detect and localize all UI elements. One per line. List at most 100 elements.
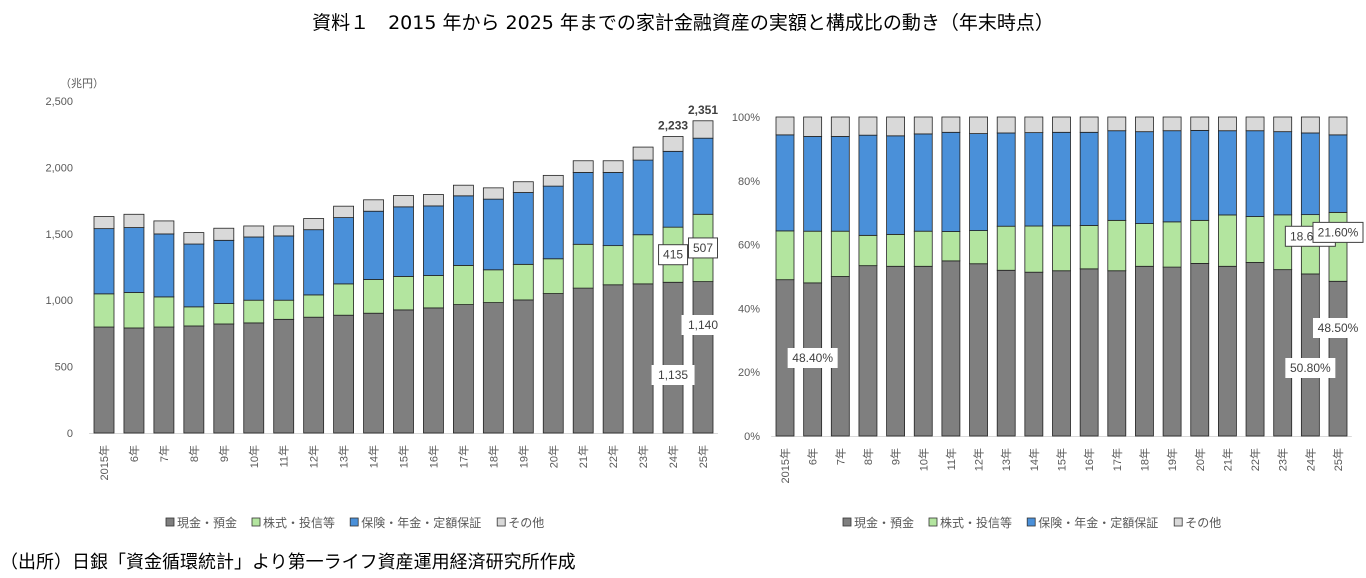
bar-segment-2 (886, 233, 905, 267)
bar-segment-1 (1107, 270, 1127, 437)
bar-segment-1 (572, 287, 594, 434)
bar-segment-1 (1135, 265, 1154, 437)
x-tick-label: 9年 (889, 448, 903, 465)
data-label: 48.40% (792, 351, 833, 365)
bar-segment-1 (692, 281, 714, 434)
data-label: 415 (663, 248, 683, 262)
bar-segment-1 (941, 260, 961, 437)
bar-segment-4 (213, 227, 235, 241)
bar-segment-2 (393, 276, 414, 311)
x-tick-label: 14年 (367, 445, 381, 468)
x-tick-label: 7年 (833, 448, 847, 465)
bar-segment-2 (830, 230, 850, 277)
bar-segment-3 (452, 195, 474, 266)
bar-segment-3 (913, 133, 933, 232)
bar-segment-3 (213, 239, 235, 304)
bar-segment-4 (1273, 116, 1293, 133)
bar-segment-2 (1245, 216, 1265, 263)
bar-segment-3 (333, 217, 355, 285)
figure-title: 資料１ 2015 年から 2025 年までの家計金融資産の実額と構成比の動き（年… (312, 12, 1054, 34)
y-tick-label: 1,000 (45, 295, 73, 307)
bar-segment-1 (123, 327, 145, 434)
bar-segment-2 (423, 275, 444, 309)
x-tick-label: 22年 (1248, 448, 1262, 471)
x-tick-label: 6年 (806, 448, 820, 465)
bar-segment-1 (858, 265, 878, 437)
bar-segment-3 (153, 233, 175, 298)
bar-segment-2 (333, 283, 355, 316)
bar-segment-4 (1190, 116, 1210, 131)
x-tick-label: 12年 (307, 445, 321, 468)
bar-segment-4 (1024, 116, 1044, 134)
bar-segment-3 (572, 172, 594, 245)
x-tick-label: 24年 (666, 445, 680, 468)
bar-segment-4 (692, 120, 714, 139)
bar-segment-3 (1107, 130, 1127, 221)
x-tick-label: 17年 (456, 445, 470, 468)
bar-segment-2 (93, 293, 115, 328)
bar-segment-2 (243, 299, 265, 324)
x-tick-label: 17年 (1110, 448, 1124, 471)
x-tick-label: 2015年 (97, 445, 111, 480)
bar-segment-3 (512, 192, 534, 265)
data-label: 1,135 (658, 368, 688, 382)
bar-segment-1 (1052, 270, 1071, 437)
bar-segment-1 (886, 265, 905, 437)
data-label: 50.80% (1290, 361, 1331, 375)
legend-label: 保険・年金・定額保証 (1038, 515, 1158, 530)
x-tick-label: 14年 (1027, 448, 1041, 471)
bar-segment-2 (969, 230, 988, 265)
x-tick-label: 19年 (1165, 448, 1179, 471)
bar-segment-4 (482, 187, 504, 200)
bar-segment-1 (662, 281, 684, 434)
bar-segment-2 (363, 279, 384, 314)
x-tick-label: 23年 (636, 445, 650, 468)
data-label-box (681, 315, 725, 335)
bar-segment-3 (1135, 131, 1154, 224)
legend-label: 保険・年金・定額保証 (361, 515, 481, 530)
bar-segment-3 (482, 198, 504, 271)
bar-segment-4 (602, 160, 624, 173)
bar-segment-4 (123, 213, 145, 228)
bar-segment-4 (303, 218, 325, 231)
legend-swatch (251, 517, 261, 527)
bar-segment-1 (363, 312, 384, 434)
bar-segment-2 (153, 296, 175, 328)
ratio-chart: 0% 20% 40% 60% 80% 100% 2015年 6年 7年 8年 9年 10年 11年 12年… (732, 112, 1364, 530)
x-tick-label: 10年 (247, 445, 261, 468)
bar-segment-1 (1024, 271, 1044, 437)
bar-segment-2 (1135, 223, 1154, 267)
data-label: 507 (693, 241, 713, 255)
bar-segment-3 (1245, 130, 1265, 217)
bar-segment-4 (572, 160, 594, 173)
bar-segment-4 (452, 184, 474, 197)
bar-segment-1 (1300, 273, 1320, 437)
bar-segment-3 (273, 235, 295, 301)
bar-segment-3 (692, 137, 714, 215)
legend-swatch (1173, 517, 1183, 527)
x-tick-label: 25年 (696, 445, 710, 468)
bar-segment-4 (941, 116, 961, 133)
bar-segment-1 (1245, 262, 1265, 437)
bar-segment-1 (273, 318, 295, 434)
bar-segment-3 (1024, 132, 1044, 227)
bar-segment-2 (1107, 219, 1127, 272)
bar-segment-3 (303, 229, 325, 296)
legend-swatch (349, 517, 359, 527)
bar-segment-2 (213, 303, 235, 325)
x-tick-label: 18年 (1137, 448, 1151, 471)
bar-segment-4 (273, 225, 295, 237)
y-tick-label: 0% (744, 431, 760, 443)
bar-segment-1 (1079, 268, 1099, 437)
bar-segment-4 (662, 136, 684, 152)
bar-segment-4 (858, 116, 878, 136)
bar-segment-3 (602, 172, 624, 247)
bar-segment-3 (1052, 131, 1071, 227)
y-tick-label: 1,500 (45, 229, 73, 241)
bar-segment-4 (775, 116, 795, 136)
bar-segment-2 (1024, 225, 1044, 273)
legend-swatch (842, 517, 852, 527)
bar-segment-3 (775, 134, 795, 232)
bar-segment-3 (1190, 129, 1210, 221)
